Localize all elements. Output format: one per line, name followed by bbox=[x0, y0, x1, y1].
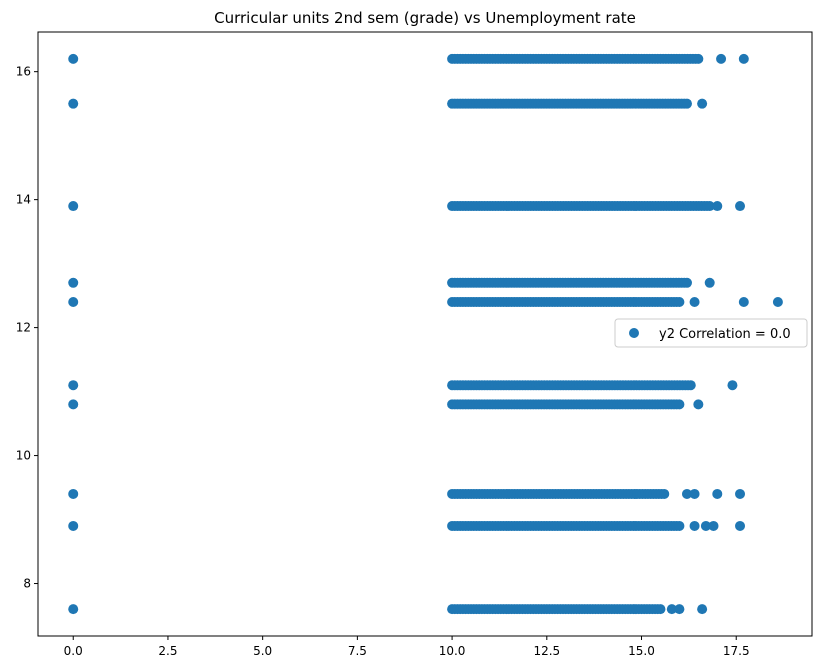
data-point bbox=[674, 399, 685, 410]
data-point bbox=[68, 297, 79, 308]
x-tick-label: 17.5 bbox=[723, 644, 750, 658]
chart-title: Curricular units 2nd sem (grade) vs Unem… bbox=[214, 9, 636, 27]
data-points bbox=[68, 53, 783, 615]
data-point bbox=[68, 380, 79, 391]
data-point bbox=[697, 604, 708, 615]
legend-label: y2 Correlation = 0.0 bbox=[659, 327, 791, 342]
data-point bbox=[68, 201, 79, 212]
data-point bbox=[659, 488, 670, 499]
x-tick-label: 5.0 bbox=[253, 644, 272, 658]
data-point bbox=[68, 399, 79, 410]
data-point bbox=[708, 520, 719, 531]
data-point bbox=[727, 380, 738, 391]
y-tick-label: 14 bbox=[16, 193, 31, 207]
data-point bbox=[772, 297, 783, 308]
data-point bbox=[68, 488, 79, 499]
data-point bbox=[681, 488, 692, 499]
y-tick-label: 12 bbox=[16, 321, 31, 335]
data-point bbox=[655, 604, 666, 615]
data-point bbox=[674, 604, 685, 615]
data-point bbox=[735, 201, 746, 212]
plot-frame bbox=[37, 31, 813, 637]
data-point bbox=[666, 604, 677, 615]
data-point bbox=[700, 520, 711, 531]
data-point bbox=[689, 520, 700, 531]
data-point bbox=[738, 53, 749, 64]
data-point bbox=[68, 520, 79, 531]
y-tick-label: 16 bbox=[16, 65, 31, 79]
legend-box bbox=[614, 318, 808, 348]
data-point bbox=[681, 98, 692, 109]
data-point bbox=[712, 488, 723, 499]
data-point bbox=[693, 399, 704, 410]
x-tick-label: 7.5 bbox=[348, 644, 367, 658]
x-tick-label: 0.0 bbox=[64, 644, 83, 658]
y-tick-label: 8 bbox=[23, 577, 31, 591]
data-point bbox=[68, 98, 79, 109]
data-point bbox=[716, 53, 727, 64]
data-point bbox=[738, 297, 749, 308]
data-point bbox=[685, 380, 696, 391]
data-point bbox=[712, 201, 723, 212]
data-point bbox=[735, 488, 746, 499]
data-point bbox=[689, 488, 700, 499]
data-point bbox=[735, 520, 746, 531]
legend-marker bbox=[629, 328, 639, 338]
x-tick-label: 15.0 bbox=[628, 644, 655, 658]
data-point bbox=[68, 53, 79, 64]
data-point bbox=[681, 277, 692, 288]
data-point bbox=[689, 297, 700, 308]
data-point bbox=[674, 297, 685, 308]
y-tick-label: 10 bbox=[16, 449, 31, 463]
data-point bbox=[704, 201, 715, 212]
x-tick-label: 10.0 bbox=[439, 644, 466, 658]
data-point bbox=[68, 277, 79, 288]
legend: y2 Correlation = 0.0 bbox=[614, 318, 808, 348]
data-point bbox=[68, 604, 79, 615]
data-point bbox=[697, 98, 708, 109]
x-tick-label: 2.5 bbox=[158, 644, 177, 658]
axis-ticks: 0.0 2.5 5.0 7.5 10.0 12.5 15.0 17.5 8 10 12 14 16 bbox=[16, 65, 750, 658]
x-tick-label: 12.5 bbox=[533, 644, 560, 658]
data-point bbox=[674, 520, 685, 531]
data-point bbox=[704, 277, 715, 288]
data-point bbox=[693, 53, 704, 64]
